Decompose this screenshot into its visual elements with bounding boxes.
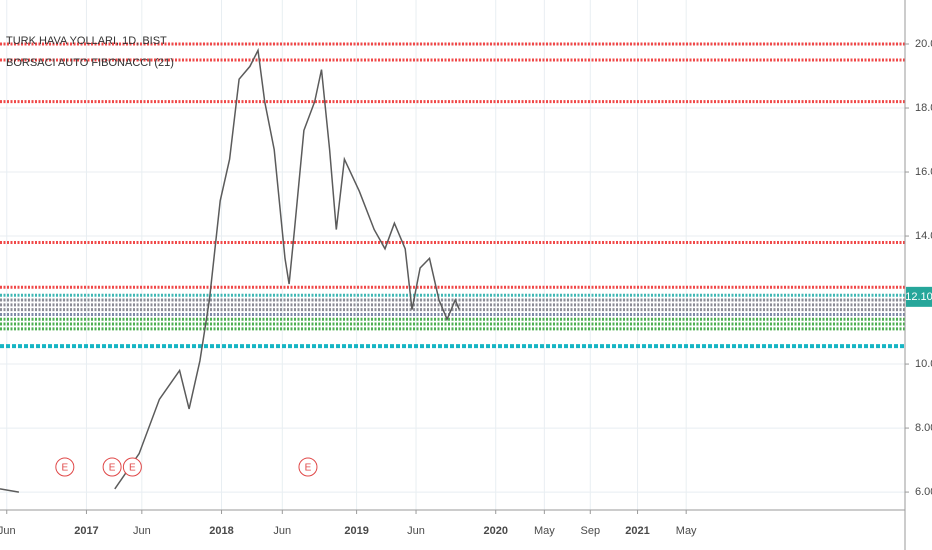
x-tick-label: Jun: [273, 525, 291, 537]
x-tick-label: Jun: [133, 525, 151, 537]
y-tick-label: 8.00: [915, 422, 932, 434]
chart-title: TURK HAVA YOLLARI, 1D, BIST: [6, 35, 167, 47]
x-tick-label: 2020: [483, 525, 507, 537]
earnings-label: E: [61, 463, 68, 474]
earnings-marker: [102, 457, 122, 477]
y-tick-label: 18.00: [915, 102, 932, 114]
price-line: [0, 47, 460, 493]
x-tick-label: May: [534, 525, 555, 537]
earnings-label: E: [305, 463, 312, 474]
earnings-marker: [298, 457, 318, 477]
y-tick-label: 20.00: [915, 38, 932, 50]
y-tick-label: 10.00: [915, 358, 932, 370]
x-tick-label: May: [676, 525, 697, 537]
x-tick-label: 2021: [625, 525, 649, 537]
x-tick-label: Jun: [0, 525, 16, 537]
indicator-label: BORSACI AUTO FIBONACCI (21): [6, 57, 174, 69]
x-tick-label: Jun: [407, 525, 425, 537]
earnings-marker: [55, 457, 75, 477]
x-tick-label: Sep: [580, 525, 600, 537]
last-price-box: [906, 286, 932, 307]
y-tick-label: 6.00: [915, 486, 932, 498]
x-tick-label: 2017: [74, 525, 98, 537]
x-tick-label: 2018: [209, 525, 233, 537]
earnings-marker: [122, 457, 142, 477]
earnings-label: E: [109, 463, 116, 474]
earnings-label: E: [129, 463, 136, 474]
x-tick-label: 2019: [344, 525, 368, 537]
y-tick-label: 14.00: [915, 230, 932, 242]
y-tick-label: 16.00: [915, 166, 932, 178]
last-price-label: 12.10: [905, 291, 932, 303]
